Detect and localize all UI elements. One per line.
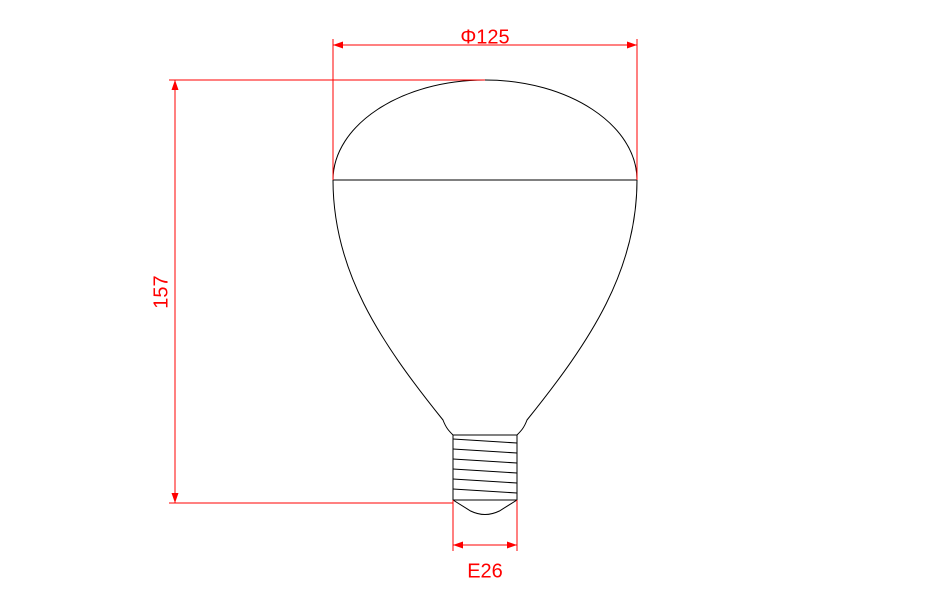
dimension-label: E26 [467, 560, 503, 582]
dimension-label: Φ125 [460, 26, 509, 48]
bulb-outline [333, 80, 637, 515]
base-tip [453, 500, 517, 515]
dimensions: Φ125 157 E26 [150, 26, 637, 582]
screw-threads [453, 439, 517, 493]
technical-drawing: Φ125 157 E26 [0, 0, 950, 600]
dimension-label: 157 [150, 275, 172, 308]
bulb-glass [333, 80, 637, 435]
